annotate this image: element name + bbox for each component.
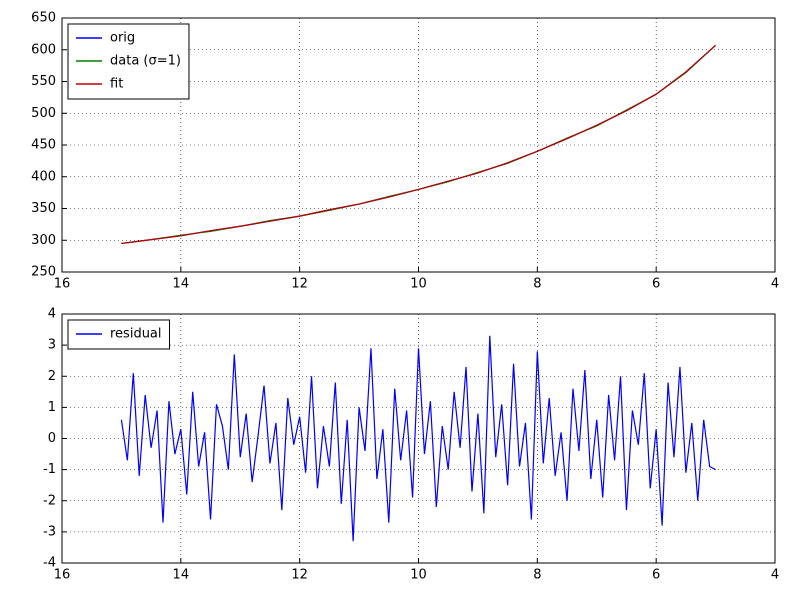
x-tick-label: 4 <box>771 568 779 583</box>
legend-label: orig <box>110 31 135 46</box>
y-tick-label: 350 <box>31 201 56 216</box>
y-tick-label: 650 <box>31 11 56 26</box>
plot-area <box>121 44 716 245</box>
legend-label: fit <box>110 77 123 92</box>
x-tick-label: 6 <box>652 568 660 583</box>
y-tick-label: 1 <box>48 400 56 415</box>
y-tick-label: -2 <box>43 493 56 508</box>
y-tick-label: 500 <box>31 106 56 121</box>
y-tick-label: 0 <box>48 431 56 446</box>
legend-label: data (σ=1) <box>110 54 181 69</box>
y-tick-label: 400 <box>31 169 56 184</box>
plot-area <box>120 335 716 542</box>
x-tick-label: 10 <box>410 568 427 583</box>
x-tick-label: 12 <box>291 568 308 583</box>
y-tick-label: 300 <box>31 233 56 248</box>
series-line <box>121 44 716 245</box>
y-tick-label: 2 <box>48 369 56 384</box>
x-tick-label: 6 <box>652 277 660 292</box>
y-tick-label: 3 <box>48 338 56 353</box>
legend-label: residual <box>110 327 162 342</box>
x-tick-label: 16 <box>54 568 71 583</box>
x-tick-label: 8 <box>533 277 541 292</box>
x-tick-label: 12 <box>291 277 308 292</box>
series-line <box>121 44 716 245</box>
axes-frame <box>61 17 776 273</box>
y-tick-label: 550 <box>31 74 56 89</box>
axes-frame <box>61 313 776 564</box>
x-tick-label: 16 <box>54 277 71 292</box>
x-tick-label: 4 <box>771 277 779 292</box>
series-line <box>120 335 716 542</box>
y-tick-label: -4 <box>43 556 56 571</box>
y-tick-label: -1 <box>43 462 56 477</box>
x-tick-label: 10 <box>410 277 427 292</box>
series-line <box>121 44 716 245</box>
x-tick-label: 8 <box>533 568 541 583</box>
y-tick-label: -3 <box>43 524 56 539</box>
x-tick-label: 14 <box>173 277 190 292</box>
y-tick-label: 4 <box>48 307 56 322</box>
y-tick-label: 450 <box>31 138 56 153</box>
legend: orig data (σ=1) fit <box>67 23 190 100</box>
legend: residual <box>67 319 171 350</box>
y-tick-label: 250 <box>31 265 56 280</box>
x-tick-label: 14 <box>173 568 190 583</box>
y-tick-label: 600 <box>31 42 56 57</box>
